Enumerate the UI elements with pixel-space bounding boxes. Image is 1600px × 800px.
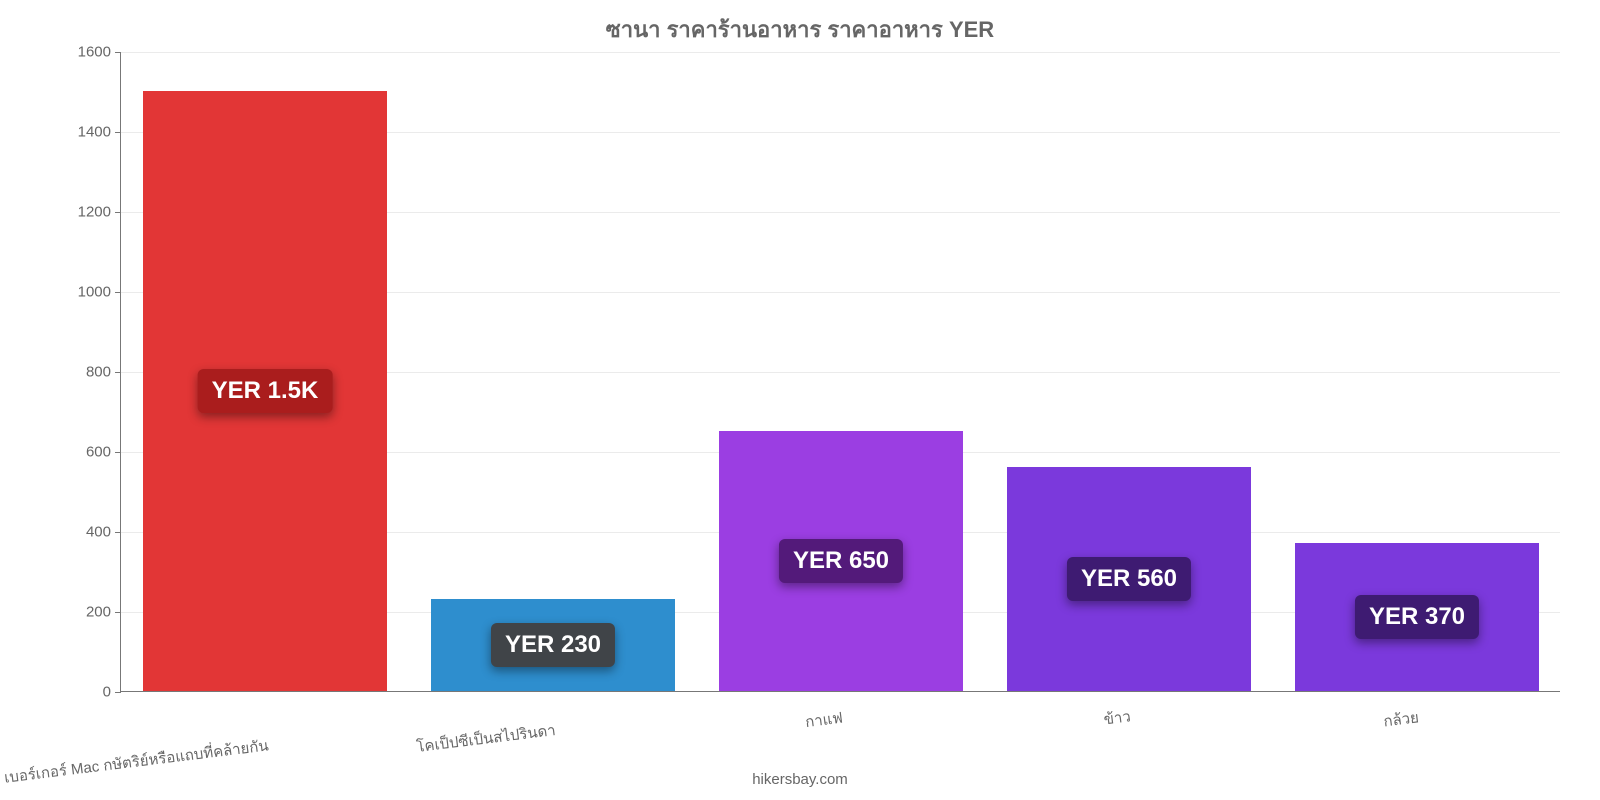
y-tick-label: 1600: [78, 44, 111, 61]
y-tick-mark: [115, 292, 121, 293]
bar: YER 370: [1295, 543, 1540, 691]
chart-title: ซานา ราคาร้านอาหาร ราคาอาหาร YER: [0, 0, 1600, 47]
x-tick-label: กล้วย: [1382, 705, 1420, 733]
y-tick-label: 0: [103, 684, 111, 701]
attribution-text: hikersbay.com: [752, 771, 848, 788]
plot-area: 02004006008001000120014001600YER 1.5Kเบอ…: [120, 52, 1560, 692]
y-tick-mark: [115, 692, 121, 693]
x-tick-label: เบอร์เกอร์ Mac กษัตริย์หรือแถบที่คล้ายกั…: [3, 733, 270, 789]
bar: YER 560: [1007, 467, 1252, 691]
x-tick-label: ข้าว: [1102, 704, 1132, 731]
y-tick-mark: [115, 52, 121, 53]
value-badge: YER 370: [1355, 595, 1479, 639]
bar: YER 1.5K: [143, 91, 388, 691]
y-tick-label: 600: [86, 444, 111, 461]
y-tick-mark: [115, 532, 121, 533]
value-badge: YER 230: [491, 623, 615, 667]
x-tick-label: โคเป็ปซีเป็นสไปรินดา: [415, 718, 557, 759]
chart-area: 02004006008001000120014001600YER 1.5Kเบอ…: [120, 52, 1560, 692]
gridline: [121, 52, 1560, 53]
y-tick-mark: [115, 612, 121, 613]
y-tick-mark: [115, 452, 121, 453]
y-tick-label: 200: [86, 604, 111, 621]
bar: YER 650: [719, 431, 964, 691]
y-tick-mark: [115, 372, 121, 373]
y-tick-label: 400: [86, 524, 111, 541]
y-tick-mark: [115, 212, 121, 213]
y-tick-label: 1200: [78, 204, 111, 221]
value-badge: YER 560: [1067, 557, 1191, 601]
y-tick-label: 1000: [78, 284, 111, 301]
y-tick-label: 1400: [78, 124, 111, 141]
value-badge: YER 650: [779, 539, 903, 583]
x-tick-label: กาแฟ: [804, 706, 844, 734]
y-tick-mark: [115, 132, 121, 133]
bar: YER 230: [431, 599, 676, 691]
y-tick-label: 800: [86, 364, 111, 381]
value-badge: YER 1.5K: [198, 369, 333, 413]
